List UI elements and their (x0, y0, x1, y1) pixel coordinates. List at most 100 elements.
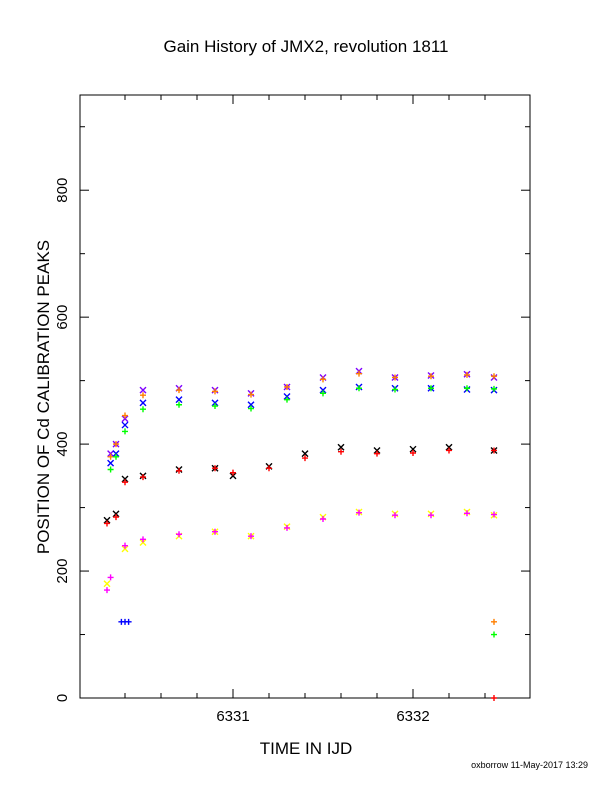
data-point (103, 516, 111, 524)
x-tick-label: 6331 (216, 708, 249, 725)
series-1 (107, 370, 497, 460)
data-point (428, 385, 434, 392)
data-point (409, 445, 417, 453)
series-6 (103, 508, 498, 588)
y-tick-label: 800 (54, 178, 71, 203)
y-tick-label: 600 (54, 305, 71, 330)
data-point (121, 475, 129, 483)
data-point (211, 399, 219, 407)
data-point (212, 388, 218, 395)
data-point (428, 373, 434, 380)
data-point (445, 443, 453, 451)
data-point (113, 453, 119, 460)
data-point (122, 479, 128, 486)
data-point (266, 465, 272, 472)
data-point (247, 401, 255, 409)
y-axis-label: POSITION OF Cd CALIBRATION PEAKS (34, 240, 53, 554)
series-0 (107, 367, 498, 458)
data-point (140, 536, 146, 543)
data-point (175, 396, 183, 404)
data-point (491, 373, 497, 380)
data-point (446, 447, 452, 454)
data-point (107, 574, 114, 581)
axis-tick-labels: 0 200 400 600 800 6331 6332 (54, 178, 430, 725)
data-point (320, 376, 326, 383)
y-tick-label: 200 (54, 559, 71, 584)
y-tick-label: 0 (54, 694, 71, 702)
data-point (140, 406, 146, 413)
data-point (248, 405, 254, 412)
data-point (320, 390, 326, 397)
data-point (374, 450, 380, 457)
data-point (491, 511, 497, 518)
x-axis-label: TIME IN IJD (260, 739, 353, 758)
data-point (140, 474, 146, 481)
data-point (125, 618, 132, 625)
data-point (212, 403, 218, 410)
data-point (410, 449, 416, 456)
series-10 (491, 631, 497, 638)
data-point (121, 545, 129, 553)
data-point (121, 421, 129, 429)
series-4 (103, 443, 498, 524)
data-point (122, 412, 128, 419)
data-point (392, 386, 398, 393)
data-point (283, 393, 291, 400)
data-marks (103, 367, 498, 701)
data-point (464, 385, 470, 392)
data-point (107, 453, 114, 460)
data-point (464, 371, 470, 378)
series-9 (491, 618, 497, 625)
series-5 (104, 447, 497, 527)
data-point (107, 450, 115, 458)
data-point (113, 441, 119, 448)
series-11 (491, 695, 497, 701)
data-point (212, 528, 218, 535)
data-point (491, 695, 497, 701)
series-8 (118, 618, 132, 625)
data-point (122, 428, 128, 435)
data-point (428, 512, 434, 519)
data-point (176, 401, 182, 408)
data-point (107, 466, 114, 473)
data-point (176, 387, 182, 394)
data-point (491, 447, 497, 454)
y-tick-label: 400 (54, 432, 71, 457)
data-point (338, 448, 344, 455)
data-point (176, 467, 182, 474)
data-point (112, 450, 120, 458)
footer-stamp: oxborrow 11-May-2017 13:29 (471, 760, 588, 770)
data-point (491, 631, 497, 638)
data-point (104, 587, 110, 594)
chart-title: Gain History of JMX2, revolution 1811 (163, 37, 448, 56)
data-point (104, 520, 110, 527)
series-7 (104, 509, 497, 594)
data-point (464, 510, 470, 517)
series-2 (107, 383, 498, 467)
data-point (122, 542, 128, 549)
data-point (356, 370, 362, 377)
data-point (107, 459, 115, 467)
data-point (248, 533, 254, 540)
data-point (319, 386, 327, 394)
data-point (113, 514, 119, 521)
series-3 (107, 385, 497, 473)
data-point (230, 469, 236, 476)
data-point (392, 374, 398, 381)
data-point (121, 415, 129, 423)
axis-ticks (80, 95, 530, 699)
data-point (139, 399, 147, 407)
data-point (284, 383, 290, 390)
data-point (356, 509, 362, 516)
data-point (301, 450, 309, 458)
data-point (373, 446, 381, 454)
data-point (176, 531, 182, 538)
data-point (302, 455, 308, 462)
plot-frame (79, 94, 531, 699)
data-point (491, 618, 497, 625)
x-tick-label: 6332 (396, 708, 429, 725)
data-point (212, 465, 218, 472)
data-point (229, 472, 237, 480)
data-point (284, 396, 290, 403)
